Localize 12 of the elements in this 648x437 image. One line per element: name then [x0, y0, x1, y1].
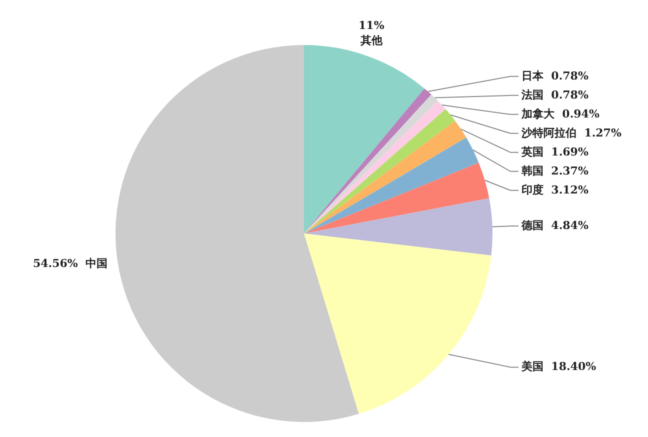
slice-label: 法国 0.78% [520, 88, 589, 102]
slice-label: 沙特阿拉伯 1.27% [520, 126, 622, 140]
slice-label: 加拿大 0.94% [520, 107, 600, 120]
slice-label: 日本 0.78% [522, 69, 589, 82]
slice-label: 其他 [359, 34, 384, 48]
data-label: 11% [358, 19, 385, 32]
slice-label: 英国 1.69% [520, 145, 589, 158]
slice-label: 韩国 2.37% [520, 164, 589, 178]
slice-label: 美国 18.40% [520, 360, 597, 374]
slice-label: 印度 3.12% [522, 183, 589, 196]
slice-label: 德国 4.84% [520, 218, 589, 232]
slice-label: 54.56% 中国 [32, 257, 108, 270]
